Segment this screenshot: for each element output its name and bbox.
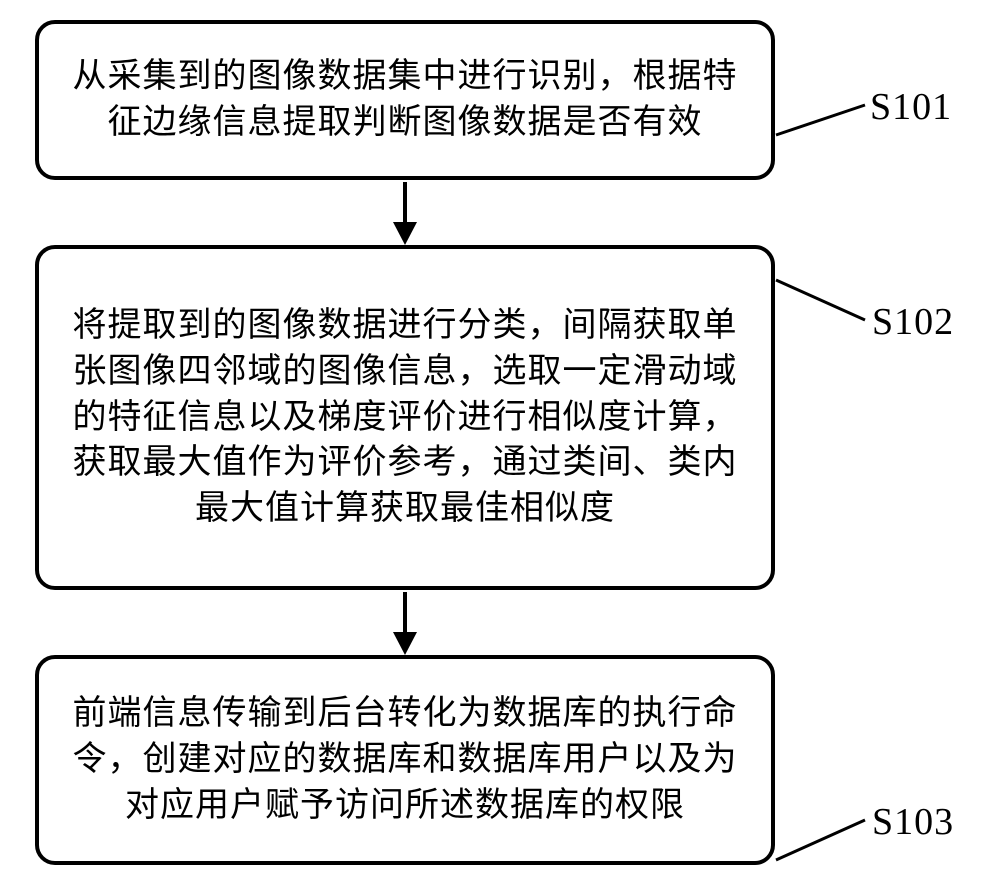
step-label-s102: S102 [872, 300, 954, 344]
flow-node-s103: 前端信息传输到后台转化为数据库的执行命令，创建对应的数据库和数据库用户以及为对应… [35, 655, 775, 865]
flow-node-text: 从采集到的图像数据集中进行识别，根据特征边缘信息提取判断图像数据是否有效 [59, 54, 751, 146]
flowchart-canvas: 从采集到的图像数据集中进行识别，根据特征边缘信息提取判断图像数据是否有效 将提取… [0, 0, 1000, 885]
flow-node-text: 将提取到的图像数据进行分类，间隔获取单张图像四邻域的图像信息，选取一定滑动域的特… [59, 303, 751, 532]
flow-node-s102: 将提取到的图像数据进行分类，间隔获取单张图像四邻域的图像信息，选取一定滑动域的特… [35, 245, 775, 590]
flow-node-s101: 从采集到的图像数据集中进行识别，根据特征边缘信息提取判断图像数据是否有效 [35, 20, 775, 180]
step-label-s101: S101 [870, 85, 952, 129]
flow-node-text: 前端信息传输到后台转化为数据库的执行命令，创建对应的数据库和数据库用户以及为对应… [59, 691, 751, 829]
step-label-s103: S103 [872, 800, 954, 844]
